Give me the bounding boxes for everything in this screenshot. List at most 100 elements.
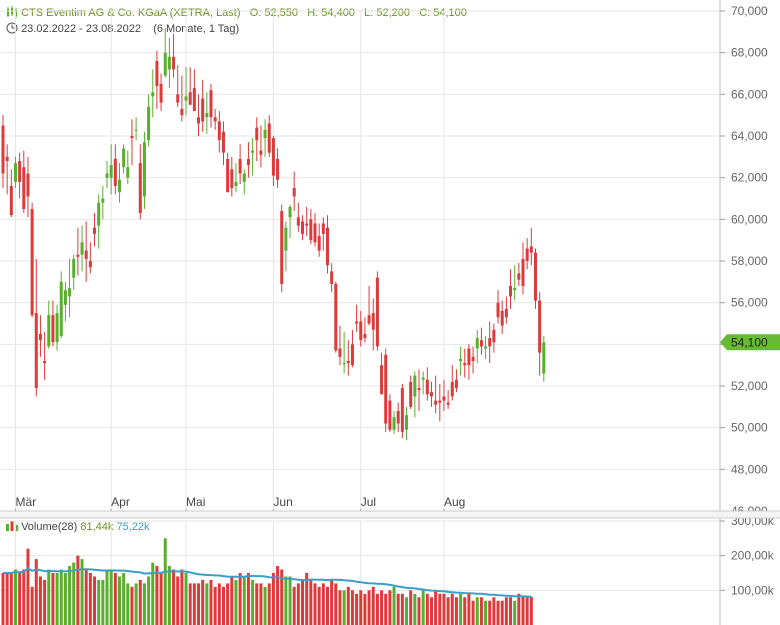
candle-body <box>392 417 396 430</box>
candle <box>117 163 121 203</box>
candle-body <box>463 363 467 366</box>
volume-value: 81,44k <box>80 521 114 533</box>
candle <box>93 213 97 247</box>
candle-body <box>346 361 350 364</box>
volume-bar <box>409 590 413 625</box>
candle-body <box>217 121 221 141</box>
candle-body <box>296 217 300 226</box>
candle <box>484 336 488 359</box>
volume-bar <box>109 569 113 625</box>
volume-bar <box>246 573 250 625</box>
volume-bar <box>434 590 438 625</box>
candle <box>350 329 354 368</box>
candle <box>513 265 517 301</box>
high-value: 54,400 <box>321 7 355 19</box>
month-label: Mai <box>186 495 205 509</box>
volume-bar <box>392 586 396 625</box>
volume-bar <box>479 597 483 625</box>
volume-bar <box>26 548 30 625</box>
candle <box>367 286 371 326</box>
candle <box>263 119 267 157</box>
panel-separator <box>0 511 780 518</box>
volume-bar <box>221 586 225 625</box>
candle-body <box>509 286 513 297</box>
candle <box>309 208 313 245</box>
candlesticks <box>1 27 546 441</box>
candle-body <box>234 181 238 186</box>
candle-body <box>267 123 271 153</box>
candle <box>492 323 496 353</box>
volume-bar <box>251 579 255 625</box>
candle-body <box>55 313 59 343</box>
candle-body <box>72 258 76 278</box>
candle <box>334 281 338 353</box>
candle-body <box>151 92 155 97</box>
candle-body <box>205 113 209 118</box>
candle-body <box>350 344 354 366</box>
candle-body <box>442 396 446 401</box>
volume-bar <box>405 597 409 625</box>
volume-moving-average-line <box>3 567 532 598</box>
candle-body <box>201 98 205 122</box>
candle <box>18 152 22 199</box>
volume-bars <box>1 538 533 625</box>
price-tick-label: 68,000 <box>731 46 768 60</box>
candle-body <box>63 290 67 305</box>
candle-body <box>251 150 255 153</box>
candle-body <box>105 173 109 178</box>
candle <box>371 298 375 351</box>
candle-body <box>242 173 246 182</box>
candle <box>238 144 242 184</box>
volume-bar <box>413 593 417 625</box>
candle-body <box>513 288 517 291</box>
volume-bar <box>172 569 176 625</box>
candle <box>159 73 163 111</box>
low-label: L: <box>364 7 374 19</box>
candle <box>109 144 113 195</box>
candle-body <box>388 400 392 430</box>
candle <box>313 213 317 247</box>
candle <box>380 352 384 395</box>
volume-bar <box>59 569 63 625</box>
candle-body <box>101 198 105 203</box>
candle <box>155 50 159 109</box>
volume-bar <box>371 586 375 625</box>
candle <box>76 227 80 276</box>
volume-bar <box>484 600 488 625</box>
candle <box>488 321 492 364</box>
volume-bar <box>217 583 221 625</box>
candle-body <box>288 206 292 218</box>
candle <box>276 148 280 189</box>
candle <box>396 402 400 432</box>
volume-bar <box>267 583 271 625</box>
candle-body <box>529 246 533 253</box>
volume-bar <box>500 600 504 625</box>
candle-body <box>542 342 546 374</box>
candle <box>355 304 359 332</box>
candle <box>255 117 259 161</box>
candle-body <box>450 381 454 397</box>
candle <box>172 33 176 78</box>
volume-bar <box>76 555 80 625</box>
candle-body <box>213 117 217 122</box>
volume-bar <box>213 586 217 625</box>
candle-body <box>533 252 537 301</box>
volume-bar <box>384 593 388 625</box>
volume-bar <box>155 566 159 625</box>
candle-body <box>280 211 284 284</box>
candle <box>359 311 363 347</box>
volume-bar <box>51 573 55 625</box>
volume-bar <box>342 590 346 625</box>
candle <box>13 156 17 189</box>
candle-body <box>517 273 521 280</box>
candle-body <box>180 108 184 116</box>
volume-bar <box>363 593 367 625</box>
volume-bar <box>22 569 26 625</box>
volume-bar <box>292 586 296 625</box>
candle-body <box>396 411 400 424</box>
price-tick-label: 62,000 <box>731 171 768 185</box>
candle-body <box>226 158 230 193</box>
candle <box>533 248 537 309</box>
volume-bar <box>130 586 134 625</box>
volume-bar <box>205 583 209 625</box>
